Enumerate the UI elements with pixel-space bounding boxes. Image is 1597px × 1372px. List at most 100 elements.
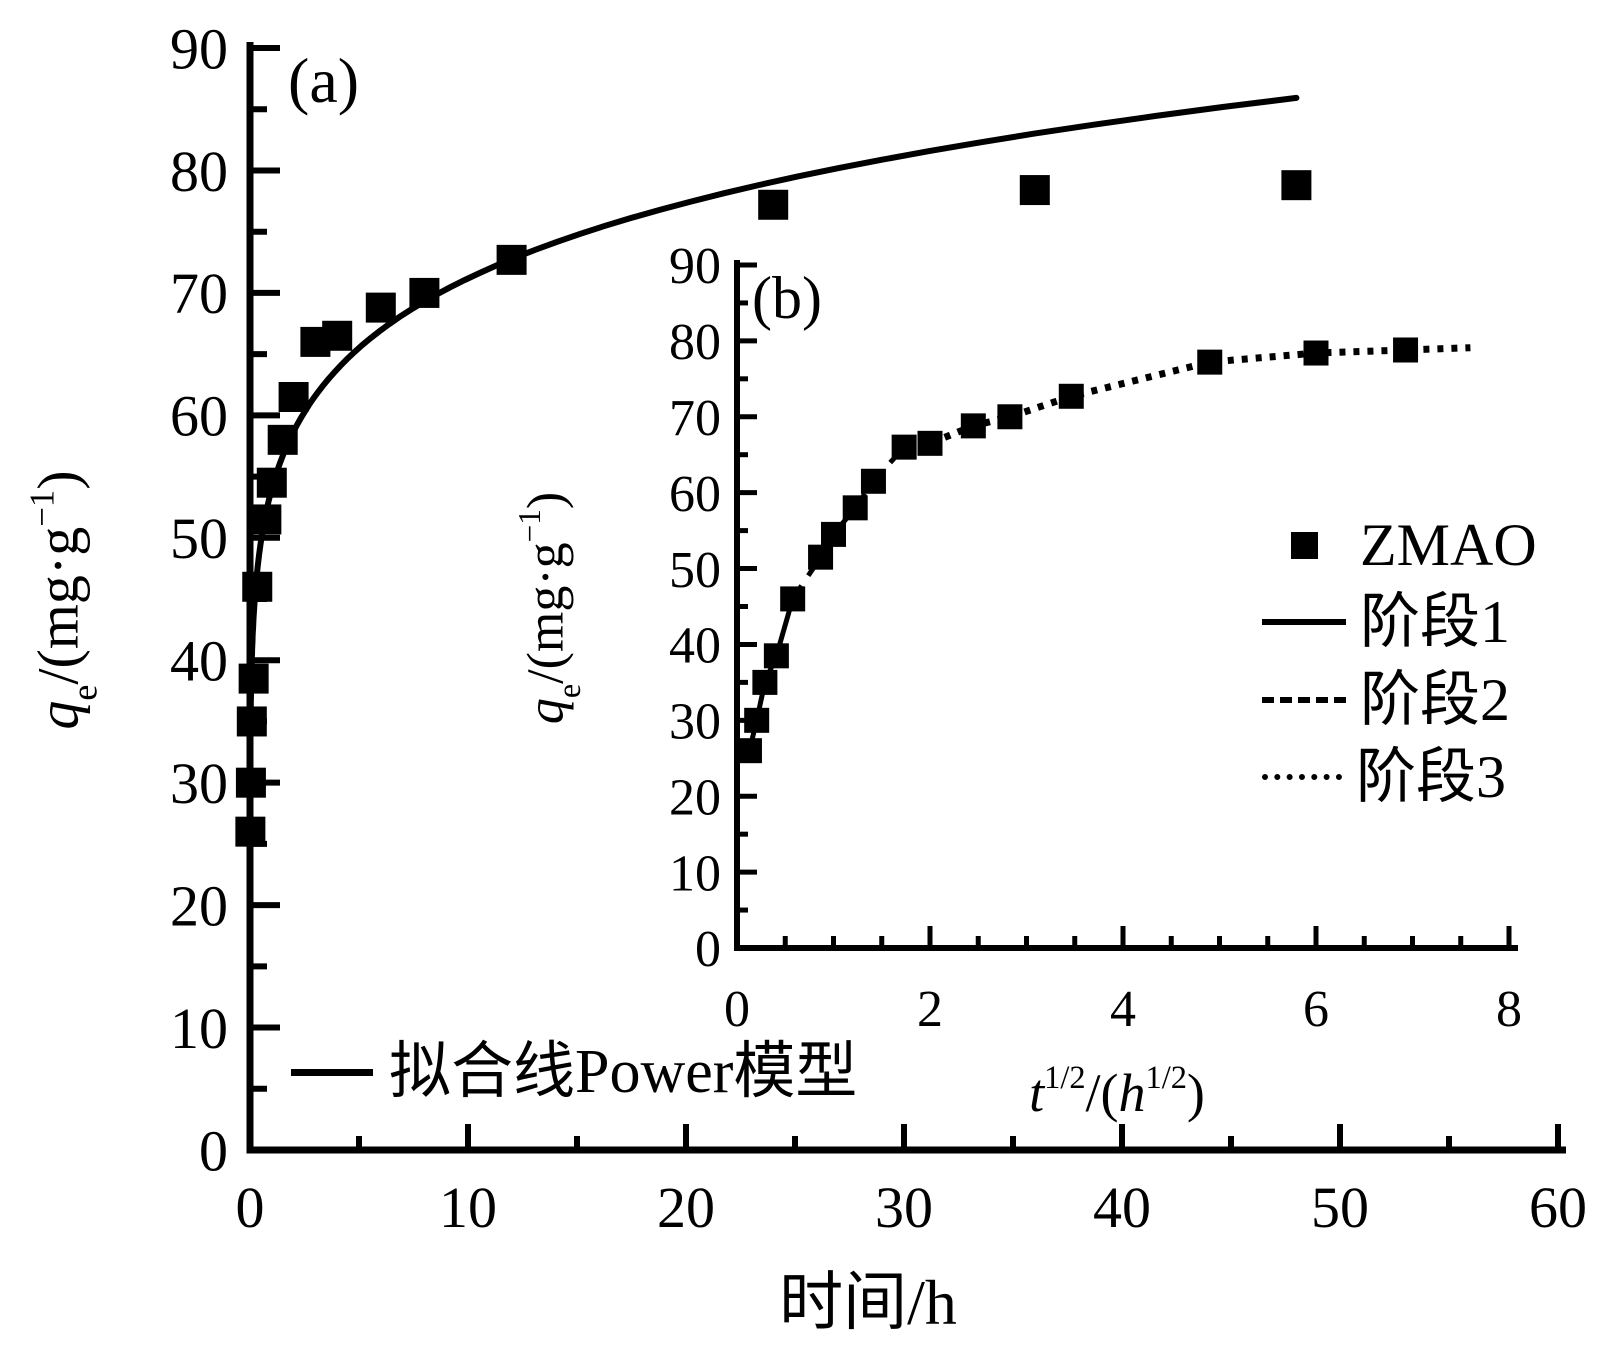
data-point-marker (842, 495, 868, 521)
data-point-marker (278, 381, 309, 412)
data-point-marker (238, 663, 269, 694)
zmao-marker-sample (1262, 531, 1346, 559)
svg-text:0: 0 (199, 1118, 228, 1183)
svg-text:40: 40 (1093, 1175, 1151, 1240)
main-y-axis-title: qe/(mg·g−1) (22, 470, 104, 730)
svg-text:0: 0 (695, 921, 721, 978)
main-legend: 拟合线Power模型 (291, 1040, 857, 1104)
inset-x-axis-title: t1/2/(h1/2) (1029, 1060, 1205, 1124)
data-point-marker (322, 320, 353, 351)
svg-text:10: 10 (439, 1175, 497, 1240)
data-point-marker (752, 669, 778, 695)
inset-legend-label-stage3: 阶段3 (1356, 744, 1506, 810)
data-point-marker (256, 467, 287, 498)
stage1-line-sample (1262, 619, 1346, 625)
svg-text:70: 70 (170, 261, 228, 326)
stage-line-dashed (790, 445, 906, 601)
svg-text:60: 60 (669, 466, 721, 523)
svg-text:90: 90 (669, 238, 721, 295)
svg-text:70: 70 (669, 390, 721, 447)
svg-text:80: 80 (669, 314, 721, 371)
data-point-marker (821, 521, 846, 547)
panel-a-label: (a) (288, 45, 360, 116)
inset-x-hvar: h (1118, 1063, 1146, 1123)
inset-legend-item-stage3: 阶段3 (1262, 745, 1506, 809)
inset-legend-label-zmao: ZMAO (1360, 512, 1537, 578)
main-y-units: /(mg·g (25, 526, 91, 685)
main-y-sup: −1 (22, 489, 62, 527)
stage-line-dotted (903, 344, 1471, 451)
svg-text:60: 60 (170, 384, 228, 449)
inset-legend-label-stage2: 阶段2 (1360, 667, 1510, 733)
inset-y-axis-title: qe/(mg·g−1) (512, 491, 587, 725)
main-legend-label: 拟合线Power模型 (389, 1038, 858, 1106)
inset-x-var: t (1029, 1063, 1045, 1123)
data-point-marker (236, 706, 267, 737)
main-data-points (235, 170, 1312, 847)
inset-x-close: ) (1186, 1063, 1205, 1123)
inset-x-mid: /( (1085, 1063, 1119, 1123)
data-point-marker (744, 707, 770, 733)
inset-y-var: q (517, 698, 575, 725)
svg-text:0: 0 (724, 981, 750, 1038)
svg-text:50: 50 (170, 506, 228, 571)
data-point-marker (736, 738, 762, 764)
square-marker-icon (1290, 531, 1318, 559)
inset-y-units: /(mg·g (517, 542, 575, 684)
main-x-axis-title: 时间/h (779, 1267, 957, 1338)
data-point-marker (1197, 349, 1223, 375)
data-point-marker (997, 404, 1023, 430)
data-point-marker (808, 544, 834, 570)
inset-legend-item-zmao: ZMAO (1262, 513, 1537, 577)
data-point-marker (891, 434, 917, 460)
data-point-marker (917, 430, 943, 456)
data-point-marker (1303, 340, 1329, 366)
data-point-marker (758, 189, 789, 220)
svg-text:6: 6 (1303, 981, 1329, 1038)
main-y-var: q (25, 700, 91, 730)
data-point-marker (780, 586, 806, 612)
inset-legend-label-stage1: 阶段1 (1360, 589, 1510, 655)
inset-x-sup2: 1/2 (1145, 1060, 1187, 1096)
svg-text:30: 30 (875, 1175, 933, 1240)
svg-text:20: 20 (170, 873, 228, 938)
data-point-marker (235, 767, 266, 798)
svg-text:20: 20 (669, 769, 721, 826)
svg-text:10: 10 (669, 845, 721, 902)
svg-text:30: 30 (170, 751, 228, 816)
data-point-marker (1058, 383, 1084, 409)
main-y-sub: e (64, 684, 105, 701)
stage2-line-sample (1262, 697, 1346, 703)
inset-y-sup: −1 (512, 509, 548, 543)
data-point-marker (1281, 170, 1312, 201)
inset-y-close: ) (517, 491, 575, 510)
data-point-marker (365, 292, 396, 323)
svg-text:90: 90 (170, 16, 228, 81)
svg-text:80: 80 (170, 139, 228, 204)
data-point-marker (960, 413, 986, 439)
svg-text:0: 0 (236, 1175, 265, 1240)
svg-text:30: 30 (669, 694, 721, 751)
svg-text:20: 20 (657, 1175, 715, 1240)
data-point-marker (242, 571, 273, 602)
data-point-marker (409, 277, 440, 308)
inset-legend-item-stage2: 阶段2 (1262, 668, 1510, 732)
data-point-marker (1019, 175, 1050, 206)
svg-text:2: 2 (917, 981, 943, 1038)
stage3-line-sample (1262, 774, 1342, 780)
panel-b-label: (b) (752, 265, 822, 331)
svg-text:4: 4 (1110, 981, 1136, 1038)
power-fit-line-sample (291, 1068, 373, 1076)
data-point-marker (763, 643, 789, 669)
inset-legend-item-stage1: 阶段1 (1262, 590, 1510, 654)
svg-text:40: 40 (669, 618, 721, 675)
inset-x-sup1: 1/2 (1044, 1060, 1086, 1096)
main-y-close: ) (25, 470, 91, 490)
svg-text:8: 8 (1496, 981, 1522, 1038)
svg-text:60: 60 (1529, 1175, 1587, 1240)
inset-data-points (736, 337, 1419, 764)
